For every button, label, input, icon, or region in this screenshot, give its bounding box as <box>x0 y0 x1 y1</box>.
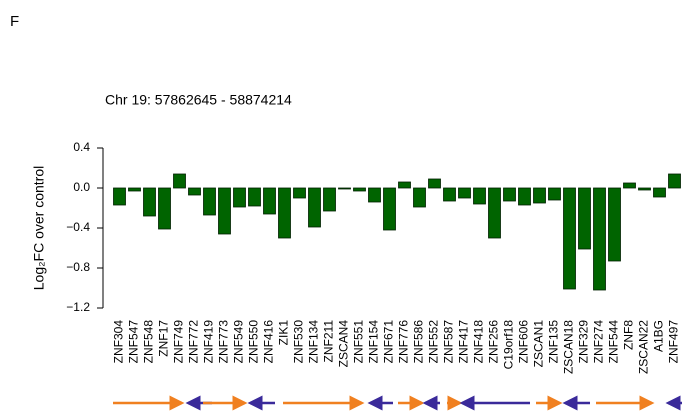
bar <box>533 187 546 204</box>
chart-title: Chr 19: 57862645 - 58874214 <box>105 92 292 108</box>
bar <box>263 187 276 215</box>
x-tick-label: ZNF416 <box>262 320 276 364</box>
x-tick-label: ZNF256 <box>487 320 501 364</box>
bar <box>593 187 606 291</box>
bar <box>293 187 306 199</box>
y-tick-label: −1.2 <box>66 300 90 314</box>
bar <box>233 187 246 208</box>
bar <box>653 187 666 198</box>
bar <box>248 187 261 207</box>
x-tick-label: ZNF211 <box>322 320 336 363</box>
x-tick-label: ZNF552 <box>427 320 441 364</box>
x-tick-label: ZNF776 <box>397 320 411 364</box>
bar <box>473 187 486 205</box>
bar <box>638 187 651 191</box>
panel-label: F <box>10 13 19 30</box>
bar <box>113 187 126 206</box>
x-tick-label: ZNF17 <box>157 320 171 357</box>
x-tick-label: ZNF587 <box>442 320 456 364</box>
bar <box>188 187 201 196</box>
bar <box>173 173 186 189</box>
y-tick-label: 0.4 <box>73 140 90 154</box>
x-tick-label: ZNF154 <box>367 320 381 364</box>
bar <box>443 187 456 202</box>
x-tick-label: ZNF773 <box>217 320 231 364</box>
x-tick-label: ZSCAN22 <box>637 320 651 374</box>
bar <box>608 187 621 262</box>
bar <box>488 187 501 239</box>
bar <box>548 187 561 201</box>
bar <box>323 187 336 212</box>
x-tick-label: ZNF418 <box>472 320 486 364</box>
x-tick-label: ZNF606 <box>517 320 531 364</box>
y-tick-label: 0.0 <box>73 180 90 194</box>
bar <box>398 181 411 189</box>
bar <box>578 187 591 250</box>
bar <box>308 187 321 228</box>
x-tick-label: ZNF274 <box>592 320 606 364</box>
bar <box>158 187 171 230</box>
y-tick-label: −0.8 <box>66 260 90 274</box>
x-tick-label: ZNF544 <box>607 320 621 364</box>
x-tick-label: C19orf18 <box>502 320 516 370</box>
x-tick-label: ZNF586 <box>412 320 426 364</box>
x-tick-label: ZNF134 <box>307 320 321 364</box>
bar <box>668 173 681 189</box>
x-tick-label: ZSCAN1 <box>532 320 546 368</box>
x-tick-label: ZNF417 <box>457 320 471 364</box>
x-tick-label: ZNF135 <box>547 320 561 364</box>
bar <box>518 187 531 206</box>
x-tick-label: ZNF551 <box>352 320 366 364</box>
bar <box>203 187 216 216</box>
x-tick-label: ZNF530 <box>292 320 306 364</box>
bar <box>623 182 636 189</box>
x-tick-label: ZNF329 <box>577 320 591 364</box>
x-tick-label: ZSCAN18 <box>562 320 576 374</box>
bar <box>368 187 381 203</box>
bar <box>413 187 426 208</box>
x-tick-label: ZNF749 <box>172 320 186 364</box>
x-tick-label: ZIK1 <box>277 320 291 346</box>
x-tick-label: ZNF671 <box>382 320 396 364</box>
bar <box>278 187 291 239</box>
bar <box>338 187 351 190</box>
bar <box>128 187 141 192</box>
x-tick-label: ZNF419 <box>202 320 216 364</box>
x-tick-label: ZSCAN4 <box>337 320 351 368</box>
bar <box>383 187 396 231</box>
bar <box>563 187 576 290</box>
bar <box>143 187 156 217</box>
bar <box>458 187 471 199</box>
bar <box>353 187 366 192</box>
x-tick-label: ZNF548 <box>142 320 156 364</box>
x-tick-label: ZNF8 <box>622 320 636 350</box>
bar <box>218 187 231 235</box>
x-tick-label: ZNF549 <box>232 320 246 364</box>
x-tick-label: ZNF772 <box>187 320 201 364</box>
x-tick-label: A1BG <box>652 320 666 352</box>
y-axis-label: Log₂FC over control <box>31 166 47 291</box>
bar <box>428 178 441 189</box>
x-tick-label: ZNF497 <box>667 320 681 364</box>
x-tick-label: ZNF547 <box>127 320 141 364</box>
y-tick-label: −0.4 <box>66 220 90 234</box>
bar <box>503 187 516 202</box>
x-tick-label: ZNF550 <box>247 320 261 364</box>
x-tick-label: ZNF304 <box>112 320 126 364</box>
